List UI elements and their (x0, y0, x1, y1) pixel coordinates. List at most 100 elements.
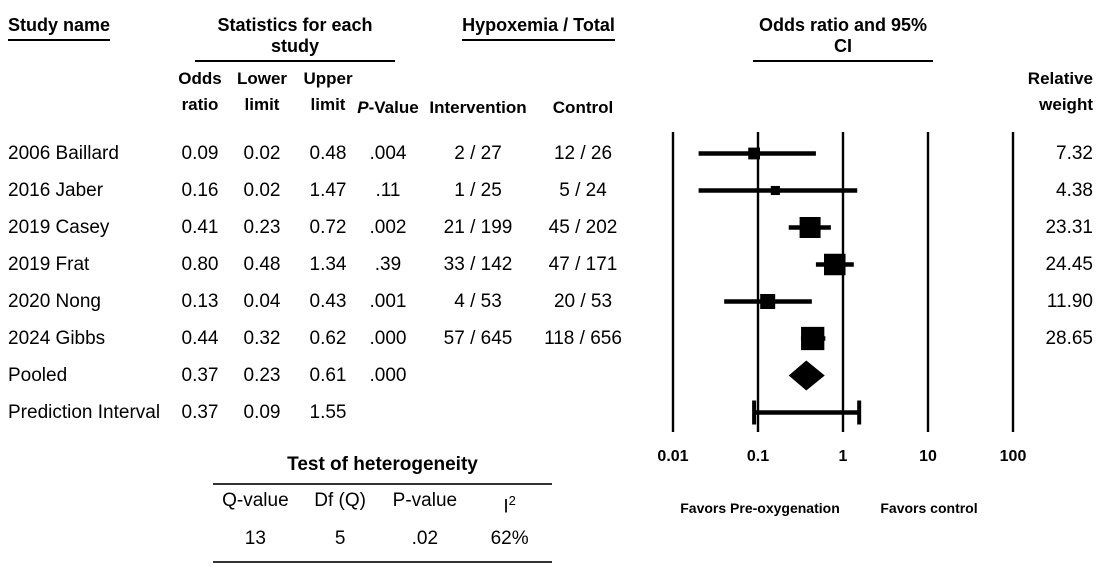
column-header-row: Odds ratio Lower limit Upper limit P-Val… (0, 58, 1100, 118)
table-row: 2019 Frat 0.80 0.48 1.34 .39 33 / 142 47 / 171… (0, 246, 1100, 283)
heterogeneity-value-cell: .02 (411, 528, 439, 549)
heterogeneity-title: Test of heterogeneity (287, 454, 478, 475)
p-value (355, 394, 421, 431)
study-name: Pooled (8, 365, 68, 386)
title-study-name: Study name (8, 15, 111, 41)
control-events: 45 / 202 (548, 217, 618, 238)
table-row: 2020 Nong 0.13 0.04 0.43 .001 4 / 53 20 / 53 11… (0, 283, 1100, 320)
p-value: .000 (369, 328, 407, 349)
column-header-p-value: P-Value (357, 98, 419, 117)
study-name: 2020 Nong (8, 291, 101, 312)
heterogeneity-value-row: 13 5 .02 62% (213, 517, 552, 561)
relative-weight-value: 11.90 (1046, 291, 1093, 312)
p-value: .004 (369, 143, 407, 164)
relative-weight-value: 4.38 (1056, 180, 1093, 201)
table-row: Prediction Interval 0.37 0.09 1.55 (0, 394, 1100, 431)
intervention-events: 4 / 53 (454, 291, 502, 312)
intervention-events: 33 / 142 (443, 254, 513, 275)
lower-limit-value: 0.04 (243, 291, 281, 312)
control-events: 12 / 26 (553, 143, 613, 164)
axis-tick-label: 0.1 (746, 448, 770, 465)
study-name: 2019 Casey (8, 217, 110, 238)
heterogeneity-value-cell: 13 (244, 528, 266, 549)
heterogeneity-header-cell: P-value (392, 490, 458, 511)
favors-control-label: Favors control (880, 500, 978, 516)
heterogeneity-value-cell: 62% (490, 528, 529, 549)
relative-weight-value: 23.31 (1045, 217, 1093, 238)
intervention-events (423, 394, 533, 431)
control-events: 118 / 656 (544, 328, 622, 349)
control-events: 47 / 171 (548, 254, 618, 275)
lower-limit-value: 0.23 (243, 217, 281, 238)
table-row: Pooled 0.37 0.23 0.61 .000 (0, 357, 1100, 394)
axis-tick-label: 100 (999, 448, 1027, 465)
column-header-relative-weight: Relative weight (1027, 69, 1093, 114)
relative-weight-value (1008, 357, 1093, 394)
study-name: 2019 Frat (8, 254, 90, 275)
odds-ratio-value: 0.44 (181, 328, 219, 349)
upper-limit-value: 0.72 (309, 217, 347, 238)
control-events (528, 394, 638, 431)
upper-limit-value: 0.43 (309, 291, 347, 312)
column-header-lower-limit: Lower limit (236, 69, 288, 114)
table-row: 2006 Baillard 0.09 0.02 0.48 .004 2 / 27 12 / … (0, 135, 1100, 172)
lower-limit-value: 0.02 (243, 180, 281, 201)
p-value: .11 (375, 180, 401, 201)
upper-limit-value: 0.62 (309, 328, 347, 349)
upper-limit-value: 1.34 (309, 254, 347, 275)
upper-limit-value: 1.47 (309, 180, 347, 201)
study-name: 2006 Baillard (8, 143, 119, 164)
table-row: 2019 Casey 0.41 0.23 0.72 .002 21 / 199 45 / 2… (0, 209, 1100, 246)
study-name: Prediction Interval (8, 402, 161, 423)
upper-limit-value: 1.55 (309, 402, 347, 423)
title-hypoxemia-total: Hypoxemia / Total (462, 15, 615, 41)
intervention-events (423, 357, 533, 394)
column-header-control: Control (552, 98, 614, 117)
control-events (528, 357, 638, 394)
study-name: 2016 Jaber (8, 180, 104, 201)
intervention-events: 2 / 27 (454, 143, 502, 164)
column-header-intervention: Intervention (429, 98, 527, 117)
heterogeneity-table: Test of heterogeneity Q-value Df (Q) P-val… (213, 450, 552, 563)
intervention-events: 1 / 25 (454, 180, 502, 201)
heterogeneity-header-cell: Df (Q) (314, 490, 366, 511)
control-events: 5 / 24 (559, 180, 607, 201)
title-odds-ratio-ci: Odds ratio and 95% CI (753, 15, 933, 62)
table-row: 2024 Gibbs 0.44 0.32 0.62 .000 57 / 645 118 / … (0, 320, 1100, 357)
table-row: 2016 Jaber 0.16 0.02 1.47 .11 1 / 25 5 / 24 4.3… (0, 172, 1100, 209)
upper-limit-value: 0.48 (309, 143, 347, 164)
axis-tick-label: 0.01 (657, 448, 689, 465)
study-name: 2024 Gibbs (8, 328, 106, 349)
upper-limit-value: 0.61 (309, 365, 347, 386)
relative-weight-value (1008, 394, 1093, 431)
relative-weight-value: 28.65 (1045, 328, 1093, 349)
lower-limit-value: 0.32 (243, 328, 281, 349)
p-value: .002 (369, 217, 407, 238)
odds-ratio-value: 0.41 (181, 217, 219, 238)
heterogeneity-header-row: Q-value Df (Q) P-value I2 (213, 485, 552, 517)
heterogeneity-value-cell: 5 (334, 528, 346, 549)
lower-limit-value: 0.02 (243, 143, 281, 164)
column-header-upper-limit: Upper limit (303, 69, 353, 114)
odds-ratio-value: 0.16 (181, 180, 219, 201)
odds-ratio-value: 0.80 (181, 254, 219, 275)
heterogeneity-header-cell: I2 (503, 493, 516, 518)
control-events: 20 / 53 (553, 291, 613, 312)
column-header-odds-ratio: Odds ratio (178, 69, 222, 114)
relative-weight-value: 7.32 (1056, 143, 1093, 164)
lower-limit-value: 0.09 (243, 402, 281, 423)
p-value: .39 (374, 254, 402, 275)
odds-ratio-value: 0.13 (181, 291, 219, 312)
p-value: .001 (369, 291, 407, 312)
title-statistics: Statistics for each study (195, 15, 395, 62)
heterogeneity-grid: Q-value Df (Q) P-value I2 13 5 .02 62% (213, 483, 552, 563)
relative-weight-value: 24.45 (1045, 254, 1093, 275)
odds-ratio-value: 0.37 (181, 365, 219, 386)
intervention-events: 57 / 645 (443, 328, 513, 349)
intervention-events: 21 / 199 (443, 217, 513, 238)
axis-tick-label: 10 (919, 448, 937, 465)
favors-intervention-label: Favors Pre-oxygenation (680, 500, 840, 516)
odds-ratio-value: 0.37 (181, 402, 219, 423)
axis-tick-label: 1 (838, 448, 848, 465)
